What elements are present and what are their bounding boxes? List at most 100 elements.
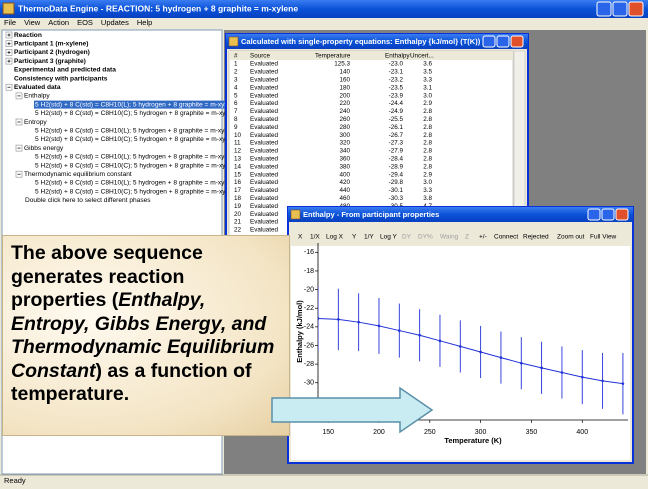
x-tick-label: 350 [526,429,538,436]
table-cell: Evaluated [250,227,279,234]
minimize-button[interactable] [596,1,612,17]
tree-item[interactable]: Double click here to select different ph… [25,197,151,204]
tree-item[interactable]: 5 H2(std) + 8 C(std) = C8H10(L); 5 hydro… [35,127,237,134]
menu-item[interactable]: File [4,18,16,27]
maximize-button[interactable] [496,35,510,48]
window-controls [596,1,644,17]
table-cell: 2 [234,69,238,76]
child-icon [290,209,301,220]
data-point [580,375,584,379]
x-tick-label: 400 [576,429,588,436]
column-header[interactable]: Enthalpy [385,53,410,60]
tree-item[interactable]: 5 H2(std) + 8 C(std) = C8H10(C); 5 hydro… [35,188,238,195]
tree-item[interactable]: Gibbs energy [24,145,64,152]
maximize-button[interactable] [601,208,615,221]
tree-item[interactable]: Entropy [24,119,47,126]
callout-text: The above sequence generates reaction pr… [11,242,203,311]
table-cell: -26.1 [389,124,404,131]
x-tick-label: 300 [475,429,487,436]
column-header[interactable]: Source [250,53,270,60]
close-button[interactable] [615,208,629,221]
header-row [229,51,513,60]
tree-item[interactable]: 5 H2(std) + 8 C(std) = C8H10(C); 5 hydro… [35,110,238,117]
tree-item[interactable]: Consistency with participants [14,75,108,82]
table-cell: 4 [234,84,238,91]
grid-body [228,50,514,237]
x-tick-label: 250 [424,429,436,436]
close-button[interactable] [628,1,644,17]
table-cell: 380 [339,163,350,170]
toolbar-button[interactable]: Rejected [523,234,549,241]
data-point [418,333,421,337]
tree-item[interactable]: Experimental and predicted data [14,67,116,74]
table-cell: 3.3 [423,187,432,194]
column-header[interactable]: Temperature [315,53,351,60]
table-cell: 340 [339,148,350,155]
tree-item[interactable]: Thermodynamic equilibrium constant [24,171,132,178]
column-header[interactable]: Uncert... [410,53,434,60]
table-cell: 200 [339,92,350,99]
minimize-button[interactable] [482,35,496,48]
toolbar-button[interactable]: DY% [418,234,433,241]
menu-item[interactable]: EOS [77,18,93,27]
toolbar-button[interactable]: X [298,234,303,241]
table-cell: 22 [234,227,242,234]
menu-item[interactable]: Updates [101,18,129,27]
child-title-bar [288,207,633,222]
y-tick-label: -24 [304,324,314,331]
table-cell: 3.0 [423,179,432,186]
toolbar-button[interactable]: +/- [479,234,487,241]
toolbar-button[interactable]: 1/X [310,234,320,241]
table-cell: Evaluated [250,76,279,83]
tree-item[interactable]: 5 H2(std) + 8 C(std) = C8H10(C); 5 hydro… [35,136,238,143]
tree-item[interactable]: Evaluated data [14,84,61,91]
table-cell: -23.1 [389,69,404,76]
status-text: Ready [4,476,26,485]
menu-item[interactable]: Help [137,18,152,27]
child-title: Enthalpy - From participant properties [303,210,439,219]
table-cell: Evaluated [250,116,279,123]
data-point [540,366,543,370]
toolbar-button[interactable]: Z [465,234,469,241]
table-cell: 460 [339,195,350,202]
column-header[interactable]: # [234,53,238,60]
table-cell: 2.9 [423,171,432,178]
tree-item[interactable]: Participant 1 (m-xylene) [14,40,88,47]
table-cell: -27.3 [389,140,404,147]
y-axis-title: Enthalpy (kJ/mol) [295,300,304,363]
maximize-button[interactable] [612,1,628,17]
table-cell: 2.8 [423,148,432,155]
minimize-button[interactable] [587,208,601,221]
toolbar-button[interactable]: Full View [590,234,617,241]
toolbar-button[interactable]: DY [402,234,412,241]
table-cell: Evaluated [250,155,279,162]
toolbar-button[interactable]: Connect [494,234,518,241]
toolbar-button[interactable]: Waing [440,234,459,241]
toolbar-button[interactable]: Zoom out [557,234,585,241]
x-tick-label: 200 [373,429,385,436]
table-cell: 18 [234,195,242,202]
table-cell: 2.8 [423,155,432,162]
toolbar-button[interactable]: 1/Y [364,234,374,241]
tree-item[interactable]: 5 H2(std) + 8 C(std) = C8H10(C); 5 hydro… [35,162,238,169]
toolbar-button[interactable]: Log X [326,234,344,241]
tree-item[interactable]: 5 H2(std) + 8 C(std) = C8H10(L); 5 hydro… [35,101,237,108]
tree-item[interactable]: 5 H2(std) + 8 C(std) = C8H10(L); 5 hydro… [35,154,237,161]
table-cell: 10 [234,132,242,139]
toolbar-button[interactable]: Y [352,234,357,241]
toolbar-button[interactable]: Log Y [380,234,398,241]
close-button[interactable] [510,35,524,48]
y-tick-label: -30 [304,380,314,387]
menu-item[interactable]: View [24,18,41,27]
tree-item[interactable]: Reaction [14,32,42,39]
tree-item[interactable]: Participant 2 (hydrogen) [14,49,90,56]
table-cell: Evaluated [250,84,279,91]
menu-item[interactable]: Action [48,18,69,27]
table-cell: Evaluated [250,92,279,99]
tree-item[interactable]: Enthalpy [24,93,50,100]
table-cell: 3.3 [423,76,432,83]
tree-item[interactable]: Participant 3 (graphite) [14,58,86,65]
table-cell: 12 [234,148,242,155]
table-cell: -24.9 [389,108,404,115]
tree-item[interactable]: 5 H2(std) + 8 C(std) = C8H10(L); 5 hydro… [35,180,237,187]
